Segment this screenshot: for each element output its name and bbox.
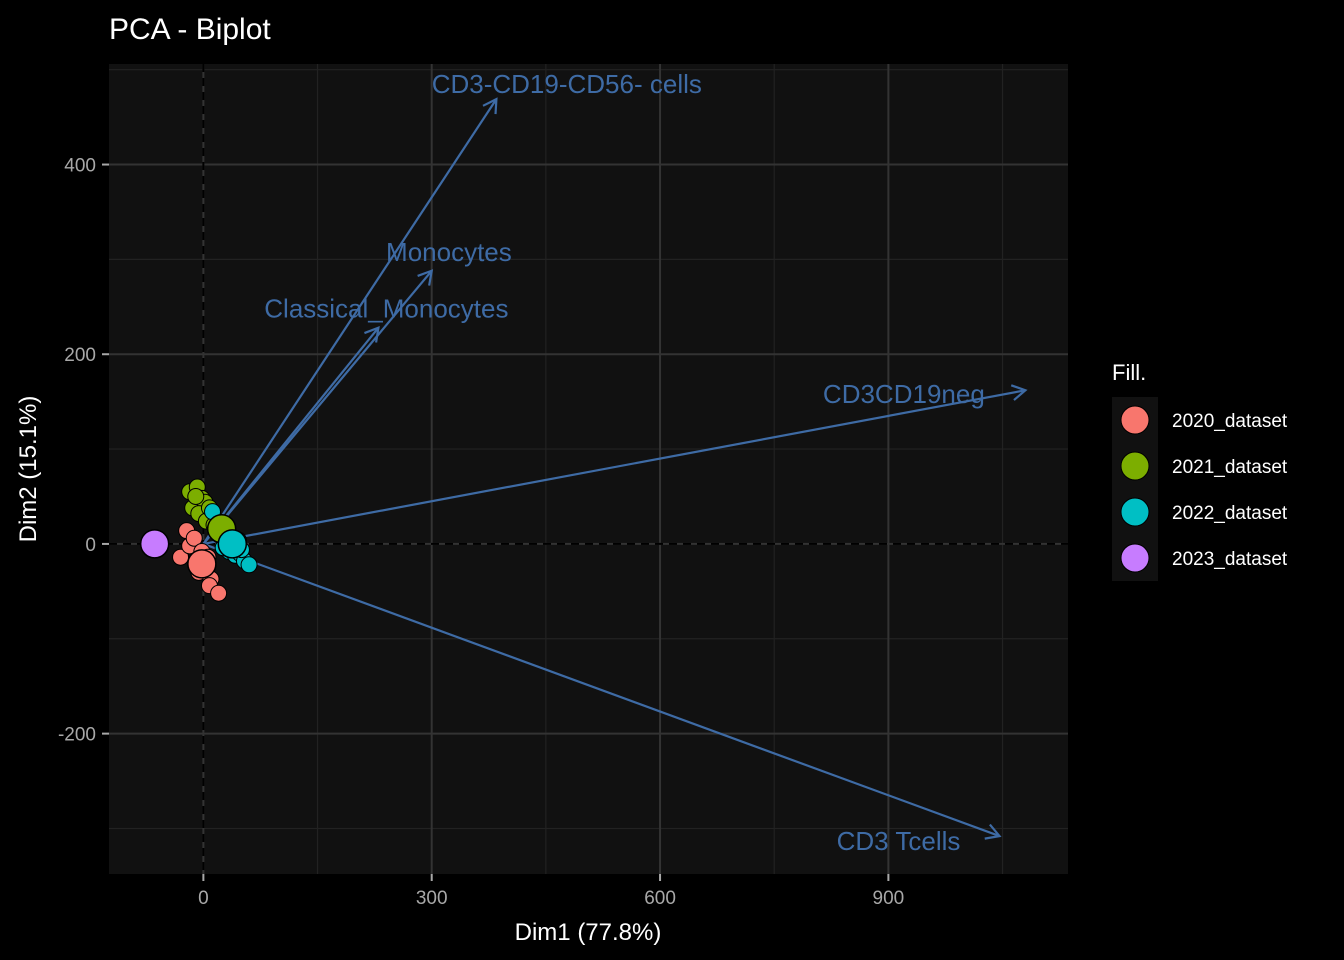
group-centroid <box>139 529 170 559</box>
variable-label: Monocytes <box>386 237 512 267</box>
x-tick-label: 300 <box>416 888 448 909</box>
variable-arrow-line <box>203 389 1026 546</box>
legend-title: Fill. <box>1112 360 1146 385</box>
legend-swatch <box>1120 451 1150 481</box>
legend-label: 2020_dataset <box>1172 411 1288 432</box>
data-point <box>240 556 258 574</box>
legend-label: 2021_dataset <box>1172 457 1288 478</box>
chart-title: PCA - Biplot <box>109 13 271 46</box>
variable-arrow-head <box>1010 384 1028 401</box>
variable-arrow-line <box>202 326 380 545</box>
variable-arrow-head <box>482 97 498 115</box>
zero-reference-lines <box>109 64 1068 874</box>
plot-panel <box>109 64 1068 874</box>
variable-label: CD3CD19neg <box>823 379 985 409</box>
data-point <box>210 584 228 602</box>
x-axis-label: Dim1 (77.8%) <box>515 919 662 946</box>
variable-arrow-line <box>202 542 1000 838</box>
x-tick-label: 0 <box>198 888 209 909</box>
legend: Fill. 2020_dataset 2021_dataset 2022_datas… <box>1112 360 1288 581</box>
variable-label: CD3 Tcells <box>837 826 961 856</box>
variable-labels: CD3-CD19-CD56- cells Monocytes Classical_M… <box>264 69 985 856</box>
variable-arrow-head <box>417 269 434 286</box>
x-tick-label: 900 <box>873 888 905 909</box>
y-axis-label: Dim2 (15.1%) <box>15 396 42 543</box>
group-centroid <box>217 529 248 559</box>
variable-arrow-head <box>984 823 1002 840</box>
variable-label: Classical_Monocytes <box>264 294 508 324</box>
data-point <box>172 548 190 566</box>
legend-swatch <box>1120 543 1150 573</box>
variable-label: CD3-CD19-CD56- cells <box>432 69 702 99</box>
legend-swatch <box>1120 497 1150 527</box>
legend-label: 2023_dataset <box>1172 549 1288 570</box>
variable-arrow-line <box>202 98 498 545</box>
data-point <box>187 488 205 506</box>
group-centroid <box>187 549 217 579</box>
x-tick-label: 600 <box>644 888 676 909</box>
axes: 0 300 600 900 -200 0 200 400 <box>58 156 904 909</box>
group-centroids <box>139 514 248 579</box>
y-tick-label: 400 <box>64 156 96 177</box>
y-tick-label: -200 <box>58 725 96 746</box>
data-point <box>185 529 203 547</box>
variable-arrows <box>202 97 1028 840</box>
y-tick-label: 0 <box>85 535 96 556</box>
y-tick-label: 200 <box>64 345 96 366</box>
grid-lines <box>109 64 1068 874</box>
variable-arrow-head <box>364 325 380 343</box>
legend-swatch <box>1120 405 1150 435</box>
legend-label: 2022_dataset <box>1172 503 1288 524</box>
legend-entries: 2020_dataset 2021_dataset 2022_dataset 2023… <box>1120 405 1288 573</box>
